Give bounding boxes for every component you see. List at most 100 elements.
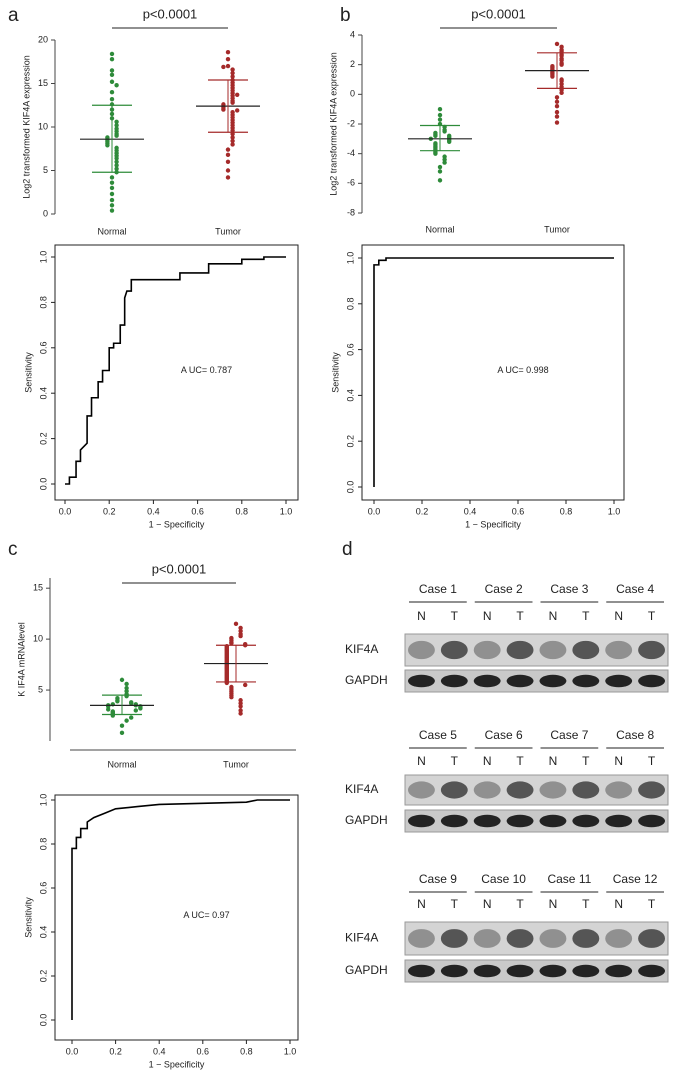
data-dot [129,701,134,706]
blot-band [506,929,534,948]
case-label: Case 7 [550,728,588,742]
data-dot [109,68,115,73]
y-tick-label: 5 [43,165,48,175]
case-label: Case 1 [419,582,457,596]
lane-label: N [549,609,558,623]
blot-band [539,814,567,828]
lane-label: T [516,897,524,911]
data-dot [554,99,560,104]
blot-band [539,781,567,799]
blot-band [638,674,665,688]
blot-label: GAPDH [345,813,388,827]
data-dot [235,92,240,98]
data-dot [559,90,564,96]
data-dot [437,164,443,170]
data-dot [138,706,143,711]
blot-band [506,964,534,978]
lane-label: N [483,897,492,911]
x-tick-label: Tumor [223,759,249,769]
panel-letter: c [8,539,18,560]
data-dot [230,138,235,144]
auc-label: A UC= 0.787 [181,365,232,375]
x-tick-label: 0.4 [464,506,477,516]
case-label: Case 2 [485,582,523,596]
data-dot [230,100,235,105]
data-dot [109,203,115,208]
data-dot [238,708,243,713]
blot-band [473,674,501,688]
y-tick-label: 10 [33,634,43,644]
y-tick-label: 5 [38,684,43,694]
data-dot [229,641,234,646]
blot-band [440,674,468,688]
x-tick-label: 0.4 [153,1046,166,1056]
case-label: Case 11 [547,872,591,886]
blot-band [408,781,435,799]
p-value: p<0.0001 [471,6,526,21]
blot-band [572,814,600,828]
data-dot [124,718,129,723]
data-dot [114,166,119,171]
case-label: Case 10 [481,872,526,886]
lane-label: N [483,754,492,768]
data-dot [114,133,119,138]
data-dot [225,63,231,69]
panel-letter: d [342,539,353,560]
y-tick-label: 0.8 [345,298,355,311]
lane-label: N [483,609,492,623]
blot-label: KIF4A [345,931,378,945]
lane-label: T [451,754,459,768]
x-tick-label: 0.8 [240,1046,253,1056]
data-dot [119,677,125,683]
y-tick-label: 15 [38,78,48,88]
data-dot [447,139,452,144]
lane-label: N [614,754,623,768]
blot-band [473,640,501,660]
data-dot [230,135,235,140]
data-dot [124,685,129,691]
roc-curve [71,799,290,1020]
data-dot [225,175,231,180]
data-dot [554,41,560,47]
data-dot [442,129,447,134]
data-dot [559,62,564,67]
p-value: p<0.0001 [143,6,198,21]
y-tick-label: 0 [43,208,48,218]
blot-band [638,814,665,828]
data-dot [437,106,443,112]
x-tick-label: Normal [97,226,126,236]
data-dot [225,152,231,158]
blot-label: KIF4A [345,782,378,796]
x-tick-label: 0.2 [103,506,116,516]
data-dot [437,117,443,122]
data-dot [221,107,226,112]
blot-band [506,781,534,799]
blot-band [473,929,501,948]
y-tick-label: 0.2 [38,432,48,445]
data-dot [230,67,235,72]
data-dot [109,208,115,213]
data-dot [109,56,115,62]
data-dot [225,147,231,152]
y-tick-label: 1.0 [345,252,355,265]
data-dot [442,160,447,165]
lane-label: T [451,897,459,911]
y-tick-label: 20 [38,34,48,44]
data-dot [238,628,243,634]
data-dot [238,698,243,703]
blot-band [605,964,633,978]
data-dot [238,633,243,639]
blot-band [605,929,633,948]
blot-band [539,674,567,688]
data-dot [225,49,231,55]
blot-band [440,640,468,660]
roc-curve [65,256,286,485]
data-dot [115,699,120,704]
y-tick-label: 0.0 [38,1014,48,1027]
blot-band [572,640,600,660]
x-tick-label: 0.2 [416,506,429,516]
data-dot [554,114,560,119]
y-axis-label: Log2 transformed KIF4A expression [21,55,31,199]
data-dot [109,51,115,57]
x-tick-label: 1.0 [284,1046,297,1056]
